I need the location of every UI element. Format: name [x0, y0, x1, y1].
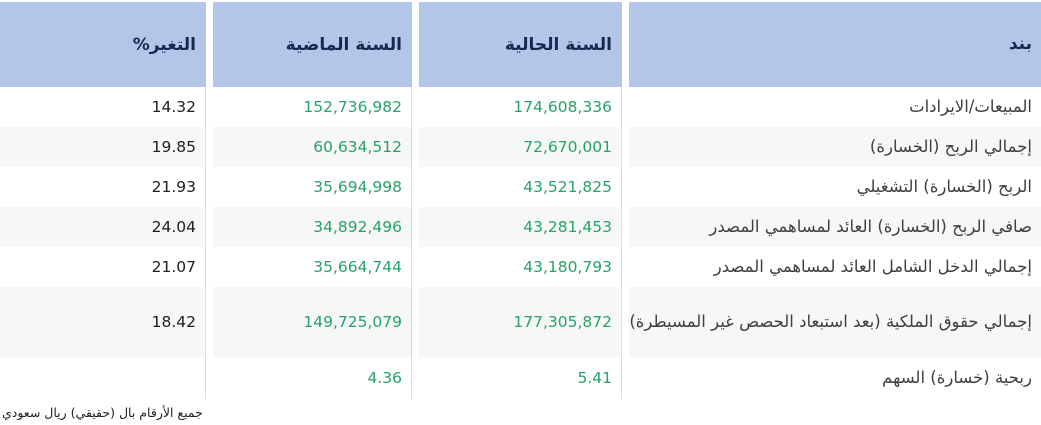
table-row: إجمالي حقوق الملكية (بعد استبعاد الحصص غ… [0, 287, 1041, 357]
previous-year-value: 152,736,982 [213, 87, 412, 127]
previous-year-value: 34,892,496 [213, 207, 412, 247]
current-year-value: 72,670,001 [419, 127, 622, 167]
table-row: إجمالي الدخل الشامل العائد لمساهمي المصد… [0, 247, 1041, 287]
table-body: المبيعات/الايرادات 174,608,336 152,736,9… [0, 87, 1041, 399]
column-header-change-percent: التغير% [0, 2, 206, 87]
change-percent-value: 21.07 [0, 247, 206, 287]
row-item-label: الربح (الخسارة) التشغيلي [629, 167, 1041, 207]
table-header-row: بند السنة الحالية السنة الماضية التغير% [0, 2, 1041, 87]
current-year-value: 177,305,872 [419, 287, 622, 357]
previous-year-value: 149,725,079 [213, 287, 412, 357]
column-header-previous-year: السنة الماضية [213, 2, 412, 87]
current-year-value: 43,180,793 [419, 247, 622, 287]
previous-year-value: 35,694,998 [213, 167, 412, 207]
previous-year-value: 60,634,512 [213, 127, 412, 167]
row-item-label: ربحية (خسارة) السهم [629, 357, 1041, 399]
previous-year-value: 35,664,744 [213, 247, 412, 287]
table-row: صافي الربح (الخسارة) العائد لمساهمي المص… [0, 207, 1041, 247]
current-year-value: 174,608,336 [419, 87, 622, 127]
table-row: إجمالي الربح (الخسارة) 72,670,001 60,634… [0, 127, 1041, 167]
currency-footnote: جميع الأرقام بال (حقيقي) ريال سعودي [2, 405, 203, 420]
table-row: الربح (الخسارة) التشغيلي 43,521,825 35,6… [0, 167, 1041, 207]
current-year-value: 43,521,825 [419, 167, 622, 207]
column-header-item: بند [629, 2, 1041, 87]
row-item-label: إجمالي الدخل الشامل العائد لمساهمي المصد… [629, 247, 1041, 287]
current-year-value: 43,281,453 [419, 207, 622, 247]
table-row: ربحية (خسارة) السهم 5.41 4.36 [0, 357, 1041, 399]
previous-year-value: 4.36 [213, 357, 412, 399]
table-row: المبيعات/الايرادات 174,608,336 152,736,9… [0, 87, 1041, 127]
row-item-label: إجمالي الربح (الخسارة) [629, 127, 1041, 167]
change-percent-value: 19.85 [0, 127, 206, 167]
change-percent-value [0, 357, 206, 399]
change-percent-value: 21.93 [0, 167, 206, 207]
change-percent-value: 18.42 [0, 287, 206, 357]
financial-table: بند السنة الحالية السنة الماضية التغير% … [0, 2, 1041, 399]
row-item-label: إجمالي حقوق الملكية (بعد استبعاد الحصص غ… [629, 287, 1041, 357]
change-percent-value: 14.32 [0, 87, 206, 127]
change-percent-value: 24.04 [0, 207, 206, 247]
row-item-label: صافي الربح (الخسارة) العائد لمساهمي المص… [629, 207, 1041, 247]
current-year-value: 5.41 [419, 357, 622, 399]
column-header-current-year: السنة الحالية [419, 2, 622, 87]
row-item-label: المبيعات/الايرادات [629, 87, 1041, 127]
